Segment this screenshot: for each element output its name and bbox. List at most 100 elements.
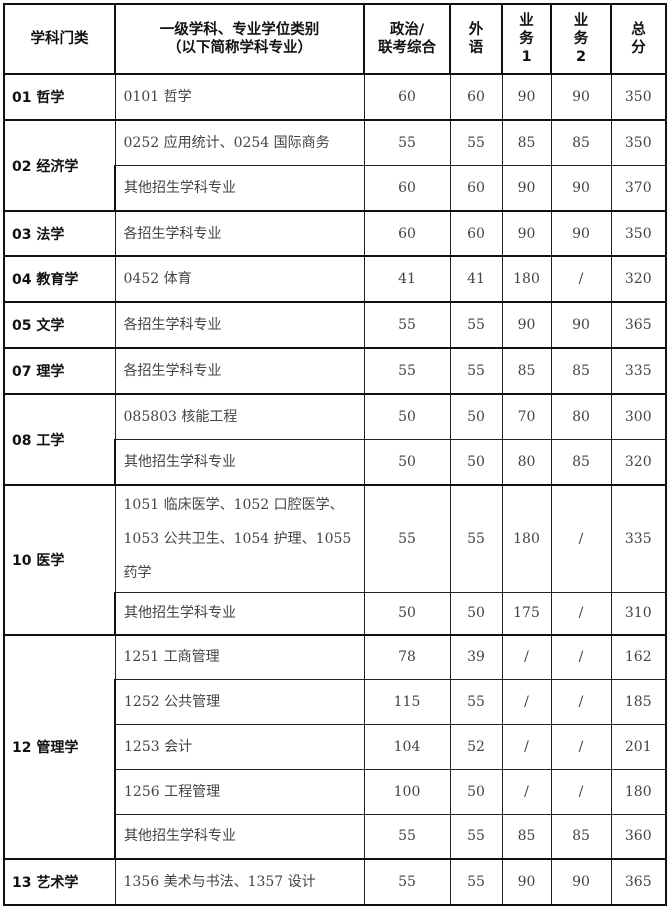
language-score-cell: 50	[449, 768, 503, 815]
language-score-cell: 55	[449, 301, 503, 349]
politics-score-cell: 41	[363, 255, 451, 303]
subject-cell: 1051 临床医学、1052 口腔医学、1053 公共卫生、1054 护理、10…	[114, 484, 365, 593]
total-score-cell: 320	[610, 255, 667, 303]
subject-cell: 0101 哲学	[114, 73, 365, 121]
language-score-cell: 60	[449, 73, 503, 121]
course1-score-cell: 180	[501, 255, 552, 303]
table-row: 01 哲学 0101 哲学 60 60 90 90 350	[3, 73, 667, 121]
table-row: 03 法学 各招生学科专业 60 60 90 90 350	[3, 210, 667, 257]
course1-score-cell: /	[501, 678, 552, 725]
course1-score-cell: 90	[501, 73, 552, 121]
subject-cell: 085803 核能工程	[114, 393, 365, 440]
course1-score-cell: 85	[501, 813, 552, 860]
total-score-cell: 365	[610, 858, 667, 906]
subject-cell: 1251 工商管理	[114, 634, 365, 680]
language-score-cell: 55	[449, 678, 503, 725]
table-row: 12 管理学 1251 工商管理 78 39//162	[3, 634, 667, 860]
course2-score-cell: 85	[550, 347, 612, 395]
politics-score-cell: 55	[363, 484, 451, 593]
politics-score-cell: 50	[363, 393, 451, 440]
total-score-cell: 300	[610, 393, 667, 440]
course1-score-cell: 90	[501, 164, 552, 212]
course2-score-cell: /	[550, 484, 612, 593]
category-cell: 03 法学	[3, 210, 116, 257]
subject-cell: 1252 公共管理	[114, 678, 365, 725]
politics-score-cell: 55	[363, 301, 451, 349]
politics-score-cell: 55	[363, 813, 451, 860]
politics-score-cell: 100	[363, 768, 451, 815]
course1-score-cell: 85	[501, 119, 552, 166]
politics-score-cell: 60	[363, 164, 451, 212]
category-cell: 07 理学	[3, 347, 116, 395]
total-score-cell: 201	[610, 723, 667, 770]
total-score-cell: 335	[610, 484, 667, 593]
politics-score-cell: 60	[363, 210, 451, 257]
course1-score-cell: 175	[501, 591, 552, 636]
language-score-cell: 52	[449, 723, 503, 770]
total-score-cell: 365	[610, 301, 667, 349]
category-cell: 08 工学	[3, 393, 116, 486]
subject-cell: 1253 会计	[114, 723, 365, 770]
category-cell: 04 教育学	[3, 255, 116, 303]
course2-score-cell: /	[550, 591, 612, 636]
category-cell: 12 管理学	[3, 634, 116, 860]
category-cell: 05 文学	[3, 301, 116, 349]
header-language: 外 语	[449, 3, 503, 75]
subject-cell: 各招生学科专业	[114, 347, 365, 395]
politics-score-cell: 115	[363, 678, 451, 725]
subject-cell: 各招生学科专业	[114, 210, 365, 257]
table-row: 08 工学 085803 核能工程 50 50 70 80 300	[3, 393, 667, 486]
subject-cell: 0452 体育	[114, 255, 365, 303]
total-score-cell: 360	[610, 813, 667, 860]
subject-cell: 其他招生学科专业	[114, 164, 365, 212]
header-category: 学科门类	[3, 3, 116, 75]
language-score-cell: 55	[449, 813, 503, 860]
course2-score-cell: 90	[550, 858, 612, 906]
politics-score-cell: 55	[363, 858, 451, 906]
language-score-cell: 50	[449, 393, 503, 440]
course1-score-cell: 90	[501, 210, 552, 257]
course2-score-cell: /	[550, 768, 612, 815]
course2-score-cell: /	[550, 723, 612, 770]
category-cell: 10 医学	[3, 484, 116, 636]
table-row: 05 文学 各招生学科专业 55 55 90 90 365	[3, 301, 667, 349]
total-score-cell: 180	[610, 768, 667, 815]
subject-cell: 各招生学科专业	[114, 301, 365, 349]
politics-score-cell: 55	[363, 347, 451, 395]
politics-score-cell: 60	[363, 73, 451, 121]
table-row: 13 艺术学 1356 美术与书法、1357 设计 55 55 90 90 365	[3, 858, 667, 906]
header-total: 总 分	[610, 3, 667, 75]
table-row: 02 经济学 0252 应用统计、0254 国际商务 55 55 85 85 350	[3, 119, 667, 212]
subject-cell: 其他招生学科专业	[114, 591, 365, 636]
table-row: 其他招生学科专业 50 50 80 85 320	[4, 438, 667, 486]
header-course2: 业 务 2	[550, 3, 612, 75]
language-score-cell: 60	[449, 210, 503, 257]
score-table: 学科门类 一级学科、专业学位类别 （以下简称学科专业） 政治/ 联考综合 外 语…	[3, 3, 667, 906]
subject-cell: 1356 美术与书法、1357 设计	[114, 858, 365, 906]
course1-score-cell: /	[501, 768, 552, 815]
course2-score-cell: 90	[550, 301, 612, 349]
course1-score-cell: 85	[501, 347, 552, 395]
politics-score-cell: 104	[363, 723, 451, 770]
course2-score-cell: /	[550, 255, 612, 303]
table-row: 10 医学 1051 临床医学、1052 口腔医学、1053 公共卫生、1054 …	[3, 484, 667, 636]
table-row: 04 教育学 0452 体育 41 41 180/320	[3, 255, 667, 303]
language-score-cell: 50	[449, 438, 503, 486]
course1-score-cell: 180	[501, 484, 552, 593]
table-row: 07 理学 各招生学科专业 55 55 85 85 335	[3, 347, 667, 395]
course2-score-cell: 85	[550, 119, 612, 166]
total-score-cell: 310	[610, 591, 667, 636]
category-cell: 02 经济学	[3, 119, 116, 212]
subject-cell: 1256 工程管理	[114, 768, 365, 815]
header-course1: 业 务 1	[501, 3, 552, 75]
course1-score-cell: 80	[501, 438, 552, 486]
language-score-cell: 55	[449, 347, 503, 395]
language-score-cell: 50	[449, 591, 503, 636]
politics-score-cell: 50	[363, 438, 451, 486]
subject-cell: 0252 应用统计、0254 国际商务	[114, 119, 365, 166]
total-score-cell: 185	[610, 678, 667, 725]
language-score-cell: 60	[449, 164, 503, 212]
language-score-cell: 55	[449, 858, 503, 906]
total-score-cell: 350	[610, 119, 667, 166]
language-score-cell: 55	[449, 119, 503, 166]
